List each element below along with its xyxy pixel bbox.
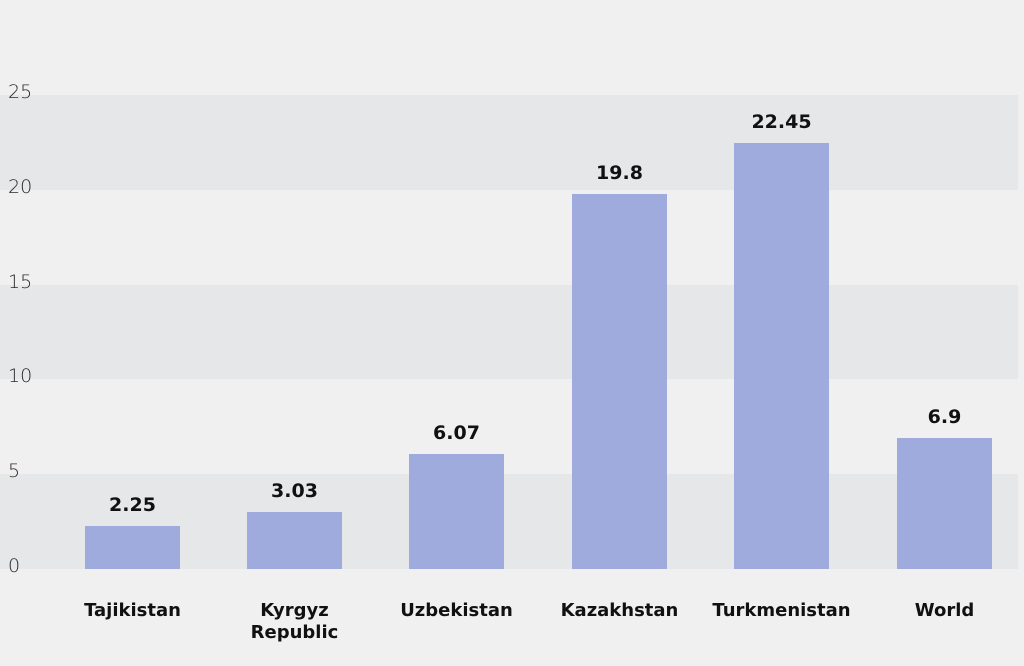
grid-band	[0, 284, 1018, 380]
y-axis-tick-label: 20	[8, 175, 33, 198]
value-label: 2.25	[109, 494, 156, 517]
value-label: 3.03	[271, 479, 318, 502]
category-label-line: Republic	[250, 622, 339, 643]
value-label: 22.45	[751, 111, 812, 134]
value-label: 6.9	[927, 406, 962, 429]
y-axis-tick-label: 5	[8, 460, 21, 483]
x-axis-category-label: Turkmenistan	[694, 600, 869, 622]
x-axis-category-label: Kazakhstan	[532, 600, 707, 622]
bar-world	[897, 438, 992, 569]
bar-kyrgyz-republic	[247, 511, 342, 569]
value-label: 6.07	[433, 421, 480, 444]
y-axis-tick-label: 15	[8, 270, 33, 293]
x-axis-category-label: Uzbekistan	[369, 600, 544, 622]
bar-kazakhstan	[572, 193, 667, 569]
x-axis-category-label: World	[857, 600, 1024, 622]
bar-uzbekistan	[409, 453, 504, 569]
bar-turkmenistan	[734, 143, 829, 569]
category-label-line: Turkmenistan	[712, 600, 851, 621]
bar-tajikistan	[85, 526, 180, 569]
category-label-line: Uzbekistan	[400, 600, 513, 621]
grid-band	[0, 95, 1018, 190]
category-label-line: World	[914, 600, 975, 621]
x-axis-category-label: Tajikistan	[45, 600, 220, 622]
x-axis-category-label: Kyrgyz Republic	[207, 600, 382, 644]
category-label-line: Kazakhstan	[560, 600, 679, 621]
y-axis-tick-label: 0	[8, 555, 21, 577]
y-axis-tick-label: 10	[8, 365, 33, 388]
category-label-line: Tajikistan	[84, 600, 181, 621]
grid-band	[0, 189, 1018, 285]
value-label: 19.8	[596, 161, 643, 184]
y-axis-tick-label: 25	[8, 81, 33, 103]
category-label-line: Kyrgyz	[260, 600, 329, 621]
grid-band	[0, 379, 1018, 475]
